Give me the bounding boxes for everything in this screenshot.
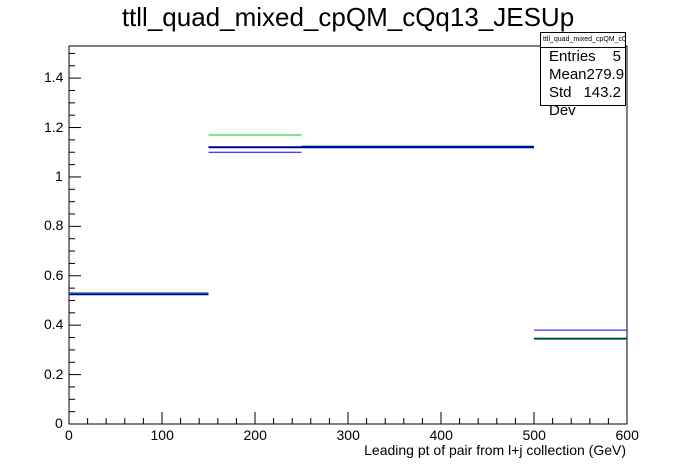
stats-label: Std Dev — [549, 84, 576, 119]
x-tick-label: 100 — [150, 427, 174, 443]
stats-value: 143.2 — [583, 84, 621, 101]
chart-title: ttll_quad_mixed_cpQM_cQq13_JESUp — [121, 2, 575, 32]
stats-box-title: ttll_quad_mixed_cpQM_cQq13_JESUp — [541, 33, 625, 48]
x-tick-label: 300 — [336, 427, 360, 443]
y-tick-label: 0.2 — [44, 365, 64, 382]
y-tick-label: 0.6 — [44, 266, 64, 283]
stats-row-stddev: Std Dev 143.2 — [541, 84, 625, 120]
x-axis-label: Leading pt of pair from l+j collection (… — [364, 442, 626, 458]
stats-row-mean: Mean 279.9 — [541, 66, 625, 84]
y-tick-label: 0.4 — [44, 316, 64, 333]
x-tick-label: 200 — [243, 427, 267, 443]
stats-label: Entries — [549, 48, 596, 65]
stats-label: Mean — [549, 66, 587, 83]
stats-box: ttll_quad_mixed_cpQM_cQq13_JESUp Entries… — [540, 32, 626, 119]
x-tick-label: 500 — [522, 427, 546, 443]
x-tick-label: 600 — [615, 427, 639, 443]
stats-row-entries: Entries 5 — [541, 48, 625, 66]
y-tick-label: 0.8 — [44, 217, 64, 234]
x-tick-label: 0 — [65, 427, 73, 443]
y-tick-label: 1.4 — [44, 69, 64, 86]
y-tick-label: 0 — [55, 415, 63, 431]
stats-value: 279.9 — [586, 66, 625, 83]
stats-value: 5 — [612, 48, 621, 65]
y-tick-label: 1 — [55, 167, 63, 184]
y-tick-label: 1.2 — [44, 118, 64, 135]
x-tick-label: 400 — [429, 427, 453, 443]
